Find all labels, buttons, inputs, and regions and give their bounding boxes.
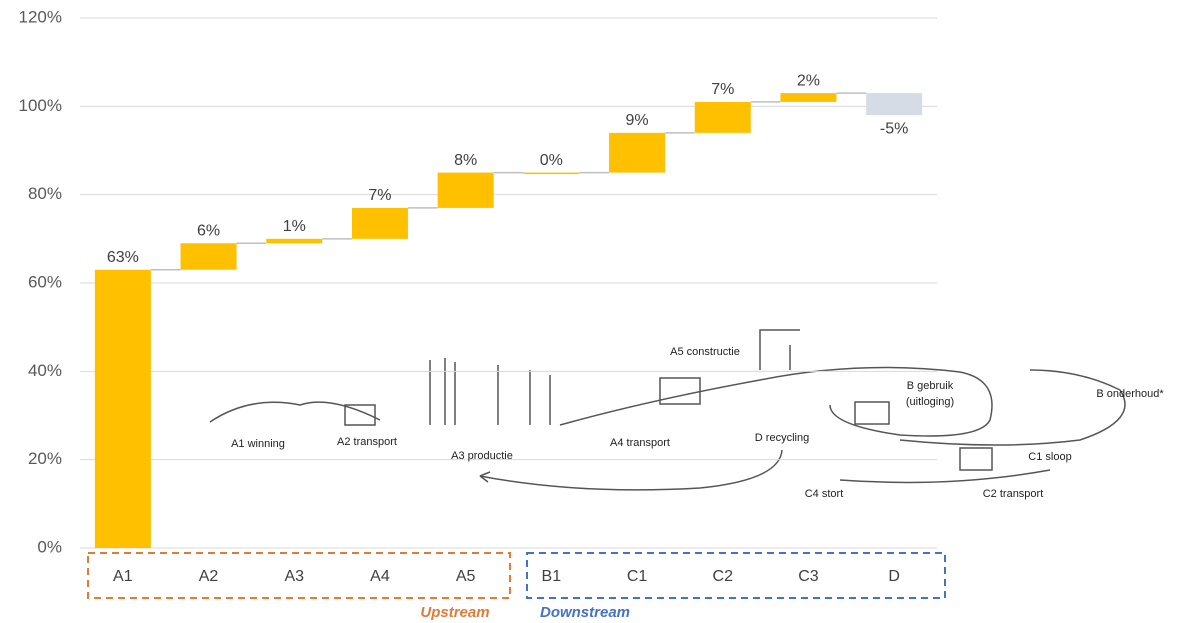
illustration-label: A5 constructie <box>670 346 740 358</box>
value-label: 7% <box>368 187 391 204</box>
illustration-label: (uitloging) <box>906 396 954 408</box>
value-label: 0% <box>540 152 563 169</box>
y-tick-label: 20% <box>28 449 62 468</box>
value-label: 6% <box>197 222 220 239</box>
group-label: Upstream <box>420 604 489 621</box>
y-tick-label: 40% <box>28 361 62 380</box>
value-label: 7% <box>711 81 734 98</box>
x-tick-label: A4 <box>370 568 390 585</box>
bar <box>266 238 323 244</box>
illustration-label: A3 productie <box>451 450 513 462</box>
y-tick-label: 100% <box>19 96 62 115</box>
value-label: 8% <box>454 152 477 169</box>
x-tick-label: A3 <box>284 568 304 585</box>
illustration-label: D recycling <box>755 432 809 444</box>
x-tick-label: D <box>888 568 900 585</box>
y-tick-label: 0% <box>37 537 62 556</box>
illustration-label: A4 transport <box>610 437 670 449</box>
bar <box>866 93 923 116</box>
illustration-label: A1 winning <box>231 438 285 450</box>
x-tick-label: A5 <box>456 568 476 585</box>
illustration-label: C2 transport <box>983 488 1044 500</box>
x-tick-label: B1 <box>542 568 562 585</box>
value-label: 2% <box>797 72 820 89</box>
x-tick-label: A1 <box>113 568 133 585</box>
value-label: 1% <box>283 218 306 235</box>
bar <box>94 269 151 548</box>
value-label: -5% <box>880 120 908 137</box>
illustration <box>209 329 1126 491</box>
illustration-label: B onderhoud* <box>1096 388 1164 400</box>
y-tick-label: 60% <box>28 272 62 291</box>
illustration-label: B gebruik <box>907 380 954 392</box>
downstream-box <box>526 552 946 599</box>
illustration-label: A2 transport <box>337 436 397 448</box>
bar <box>694 101 751 133</box>
value-label: 63% <box>107 249 139 266</box>
x-tick-label: C3 <box>798 568 819 585</box>
value-label: 9% <box>625 112 648 129</box>
bar <box>780 93 837 102</box>
bar <box>351 207 408 239</box>
x-tick-label: C2 <box>713 568 734 585</box>
bar <box>523 172 580 175</box>
upstream-box <box>87 552 511 599</box>
group-label: Downstream <box>540 604 630 621</box>
bar <box>437 172 494 208</box>
y-tick-label: 80% <box>28 184 62 203</box>
x-tick-label: C1 <box>627 568 648 585</box>
illustration-label: C1 sloop <box>1028 451 1071 463</box>
bar <box>180 243 237 270</box>
y-tick-label: 120% <box>19 7 62 26</box>
x-tick-label: A2 <box>199 568 219 585</box>
illustration-label: C4 stort <box>805 488 844 500</box>
bar <box>609 132 666 173</box>
